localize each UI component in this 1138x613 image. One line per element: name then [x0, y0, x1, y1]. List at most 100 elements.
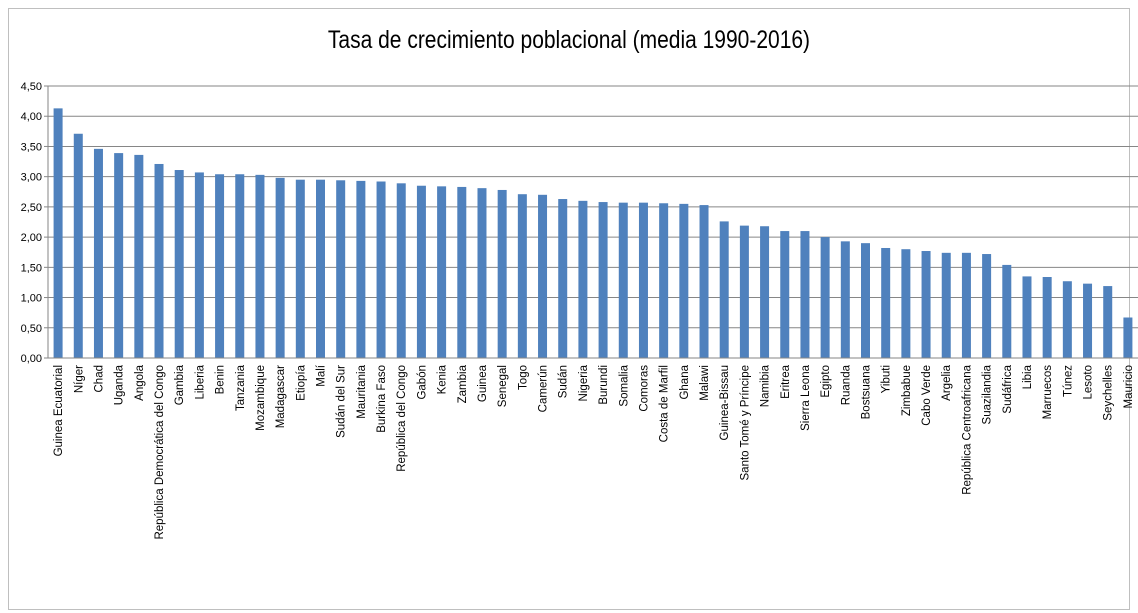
x-tick-label: Costa de Marfil — [659, 365, 671, 442]
x-tick-label: Camerún — [538, 365, 550, 412]
x-tick-label: República Centroafricana — [961, 364, 973, 494]
bar — [356, 180, 366, 358]
bar — [194, 172, 204, 358]
x-tick-label: Bostsuana — [861, 364, 873, 419]
y-tick-label: 0,50 — [21, 323, 42, 335]
bar — [295, 179, 305, 358]
bar — [316, 179, 325, 358]
x-tick-label: Gambia — [174, 364, 186, 405]
gridlines — [44, 85, 1138, 359]
x-tick-label: Eritrea — [780, 364, 792, 398]
x-tick-label: Sudáfrica — [1002, 364, 1014, 413]
bar — [699, 205, 709, 358]
bar — [780, 231, 790, 358]
bar — [174, 170, 184, 358]
bar — [739, 225, 749, 358]
y-tick-label: 2,00 — [21, 232, 42, 244]
x-tick-label: Uganda — [114, 364, 126, 405]
x-tick-label: Egipto — [820, 365, 832, 398]
bar — [1083, 283, 1093, 358]
x-tick-label: Comoras — [638, 365, 650, 412]
y-tick-label: 4,50 — [21, 81, 42, 93]
x-tick-label: Kenia — [437, 364, 449, 394]
x-tick-label: Etiopía — [295, 364, 307, 400]
bar — [134, 154, 144, 358]
x-tick-label: Sudán — [558, 365, 570, 398]
x-tick-label: Túnez — [1062, 365, 1074, 397]
bars — [53, 108, 1133, 358]
bar — [53, 108, 63, 358]
y-tick-label: 3,00 — [21, 172, 42, 184]
x-tick-label: Lesoto — [1083, 365, 1095, 400]
bar — [215, 174, 225, 358]
x-tick-label: Mauricio — [1123, 365, 1135, 408]
y-tick-label: 2,50 — [21, 202, 42, 214]
bar — [517, 194, 527, 358]
x-tick-label: Burkina Faso — [376, 365, 388, 433]
x-tick-label: Cabo Verde — [921, 365, 933, 426]
x-tick-label: Sierra Leona — [800, 364, 812, 430]
x-tick-label: Nigeria — [578, 364, 590, 401]
x-tick-label: Madagascar — [275, 365, 287, 428]
bar — [1123, 317, 1133, 358]
axes — [47, 86, 1138, 359]
bar — [558, 199, 568, 358]
x-tick-label: Suazilandia — [982, 364, 994, 424]
x-tick-label: Burundi — [598, 365, 610, 405]
x-tick-label: República Democrática del Congo — [154, 365, 166, 540]
bar — [1002, 264, 1012, 358]
x-tick-label: Angola — [134, 364, 146, 400]
y-tick-label: 3,50 — [21, 141, 42, 153]
bar — [881, 247, 891, 358]
x-tick-label: Zimbabue — [901, 365, 913, 416]
x-tick-label: Yibuti — [881, 365, 893, 393]
bar — [1103, 286, 1113, 358]
x-tick-label: Seychelles — [1103, 365, 1115, 421]
y-tick-label: 1,00 — [21, 293, 42, 305]
x-tick-label: Santo Tomé y Príncipe — [739, 365, 751, 481]
bar — [1062, 281, 1072, 358]
bar — [820, 237, 830, 358]
bar — [93, 148, 103, 358]
bar — [497, 189, 507, 358]
x-tick-label: Ghana — [679, 364, 691, 399]
bar — [336, 180, 346, 358]
x-tick-labels: Guinea Ecuatorial Níger Chad Uganda Angola Re… — [53, 364, 1135, 539]
x-tick-label: Benin — [215, 365, 227, 394]
bar — [861, 243, 870, 358]
bar — [578, 200, 588, 358]
x-tick-label: Sudán del Sur — [336, 365, 348, 438]
y-tick-label: 0,00 — [21, 353, 42, 365]
bar — [1042, 277, 1052, 358]
x-tick-label: Guinea-Bissau — [719, 365, 731, 440]
x-tick-label: Guinea Ecuatorial — [53, 365, 65, 456]
bar — [437, 186, 447, 358]
bar — [154, 163, 164, 358]
bar — [840, 241, 850, 358]
y-tick-label: 4,00 — [21, 111, 42, 123]
x-tick-label: Mozambique — [255, 365, 267, 431]
x-tick-label: Togo — [517, 365, 529, 390]
bar — [598, 202, 608, 358]
bar — [901, 249, 911, 358]
x-tick-label: Mauritania — [356, 364, 368, 418]
bar — [800, 231, 810, 358]
bar — [618, 202, 628, 358]
bar — [114, 153, 124, 358]
x-tick-label: Malí — [316, 364, 328, 387]
x-tick-label: Argelia — [941, 364, 953, 400]
bar — [477, 188, 487, 358]
chart-title: Tasa de crecimiento poblacional (media 1… — [327, 26, 811, 54]
x-tick-label: Senegal — [497, 365, 509, 407]
x-tick-label: Chad — [93, 365, 105, 393]
y-tick-labels: 0,00 0,50 1,00 1,50 2,00 2,50 3,00 3,50 4,00 4,50 — [21, 81, 42, 365]
x-tick-label: República del Congo — [396, 365, 408, 472]
x-tick-label: Liberia — [194, 364, 206, 399]
bar — [1022, 276, 1032, 358]
x-tick-label: Gabón — [416, 365, 428, 400]
bar — [416, 185, 426, 358]
bar — [376, 181, 386, 358]
x-tick-label: Malawi — [699, 365, 711, 401]
bar — [760, 226, 770, 358]
bar — [235, 174, 245, 358]
